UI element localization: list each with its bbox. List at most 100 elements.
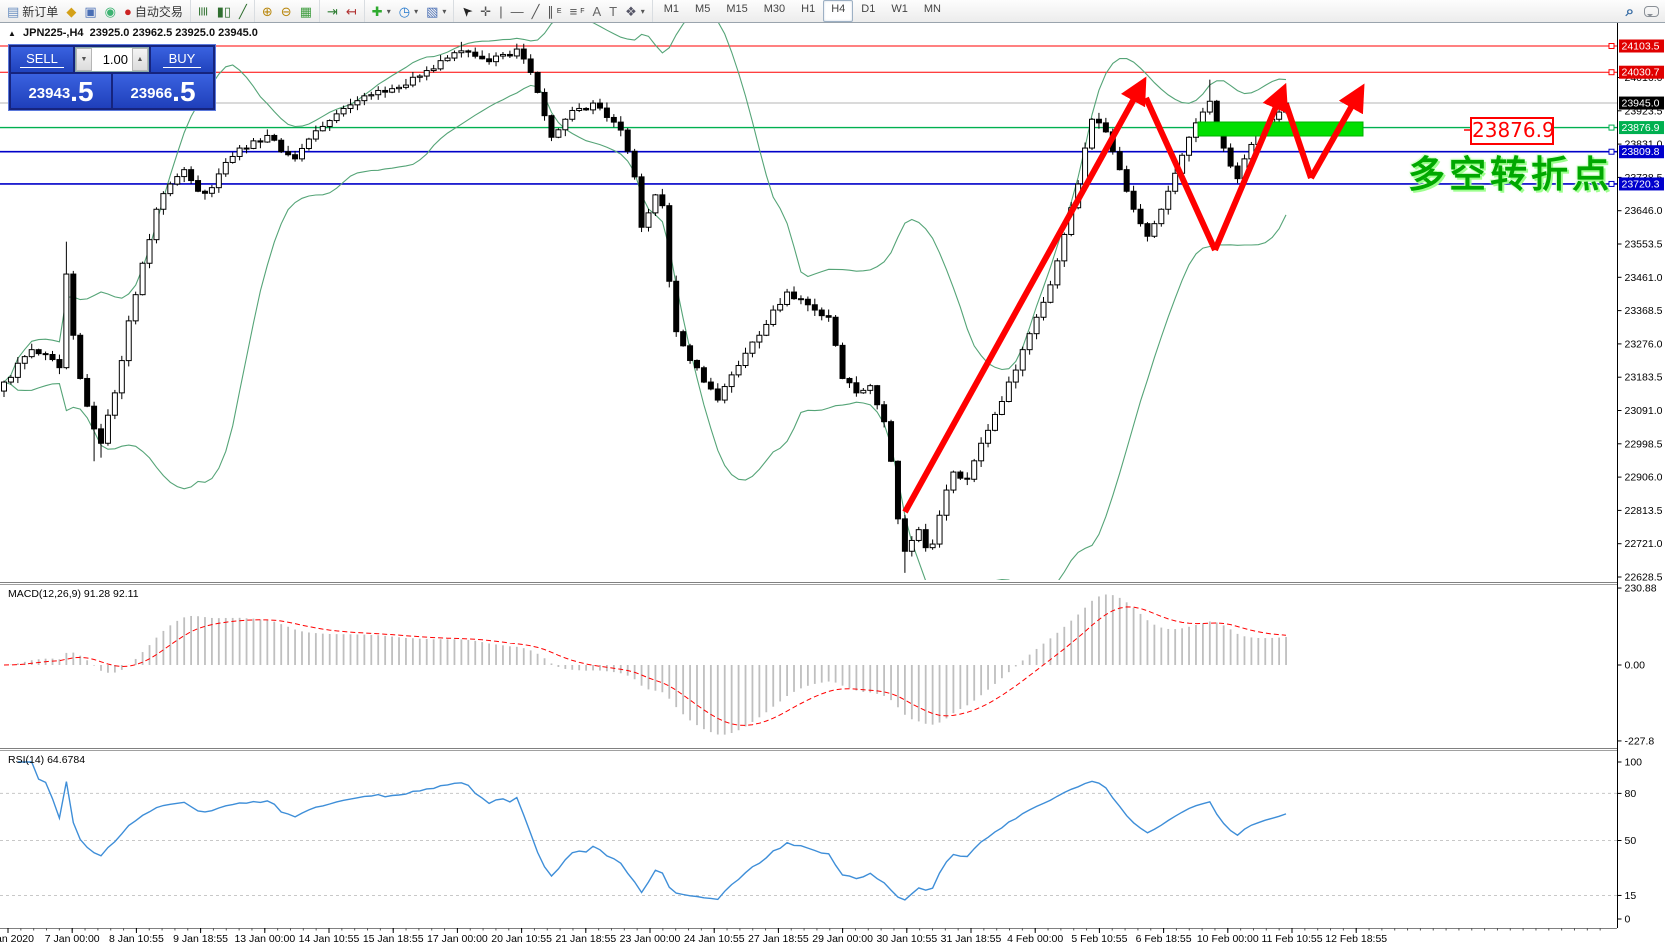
indicators-icon: ✚: [371, 3, 383, 19]
channel-tool[interactable]: ∥ E: [547, 3, 562, 19]
time-tick-label: 6 Feb 18:55: [1136, 933, 1192, 945]
text-icon: A: [592, 3, 602, 19]
time-tick-label: 24 Jan 10:55: [684, 933, 745, 945]
fibonacci-icon: ≡: [569, 3, 578, 19]
bar-chart-button[interactable]: ≣: [194, 1, 213, 21]
cursor-tool[interactable]: ➤: [457, 1, 476, 21]
macd-tick-label: 0.00: [1625, 660, 1646, 672]
time-tick-label: 30 Jan 10:55: [876, 933, 937, 945]
hline-handle[interactable]: [1608, 124, 1615, 131]
timeframe-m5[interactable]: M5: [695, 3, 711, 15]
volume-value[interactable]: 1.00: [102, 52, 128, 67]
chat-icon[interactable]: [1644, 5, 1659, 17]
trend-arrow[interactable]: [1308, 83, 1365, 180]
time-axis[interactable]: 3 Jan 2020 7 Jan 00:00 8 Jan 10:55 9 Jan 18…: [0, 928, 1601, 945]
rsi-pane[interactable]: [0, 761, 1617, 901]
timeframe-h4[interactable]: H4: [823, 0, 854, 22]
candlestick-chart-button[interactable]: ▮▯: [213, 1, 235, 21]
buy-button[interactable]: BUY: [151, 47, 213, 72]
label-tool[interactable]: T: [605, 1, 621, 21]
price-callout-box[interactable]: 23876.9: [1470, 117, 1555, 145]
new-order-button[interactable]: ▤ 新订单: [3, 1, 62, 21]
rsi-tick-label: 15: [1625, 890, 1637, 902]
timeframe-m1[interactable]: M1: [663, 3, 680, 15]
timeframe-h1[interactable]: H1: [801, 3, 816, 15]
main-chart-pane[interactable]: [0, 10, 1617, 605]
trend-arrow[interactable]: [1212, 82, 1289, 252]
text-tool[interactable]: A: [588, 1, 605, 21]
horizontal-line-tool[interactable]: —: [507, 1, 528, 21]
price-tick-label: 22998.5: [1625, 438, 1663, 450]
zoom-out-button[interactable]: ⊖: [277, 1, 296, 21]
tile-windows-icon: ▦: [299, 3, 312, 19]
chart-shift-button[interactable]: ↤: [342, 1, 361, 21]
vertical-line-tool[interactable]: |: [495, 1, 506, 21]
autotrading-button-label: 自动交易: [134, 4, 183, 19]
auto-scroll-button[interactable]: ⇥: [323, 1, 342, 21]
trend-arrow[interactable]: [1283, 103, 1314, 179]
zoom-in-button[interactable]: ⊕: [258, 1, 277, 21]
price-badge-label: 24030.7: [1622, 67, 1660, 79]
rsi-line: [17, 761, 1287, 901]
crosshair-tool[interactable]: ✛: [476, 1, 495, 21]
periods-menu[interactable]: ◷ ▾: [398, 3, 419, 19]
buy-price[interactable]: 23966.5: [113, 74, 213, 108]
timeframe-w1[interactable]: W1: [891, 3, 908, 15]
rsi-tick-label: 100: [1625, 757, 1643, 769]
support-zone-rectangle[interactable]: [1197, 121, 1364, 137]
timeframe-m15[interactable]: M15: [726, 3, 748, 15]
price-badge-label: 24103.5: [1622, 41, 1660, 53]
volume-decrease-button[interactable]: ▼: [76, 48, 92, 71]
autotrading-button[interactable]: ● 自动交易: [120, 1, 187, 21]
timeframe-d1[interactable]: D1: [861, 3, 876, 15]
candlestick-chart-icon: ▮▯: [216, 3, 232, 19]
time-tick-label: 8 Jan 10:55: [109, 933, 164, 945]
collapse-triangle-icon[interactable]: ▲: [8, 29, 16, 38]
indicators-menu[interactable]: ✚ ▾: [371, 3, 391, 19]
hline-handle[interactable]: [1608, 148, 1615, 155]
price-axis[interactable]: 24016.023923.523831.023738.523646.023553…: [1608, 39, 1664, 926]
tile-windows-button[interactable]: ▦: [296, 1, 316, 21]
trend-arrow[interactable]: [1143, 96, 1218, 252]
ohlc-values: 23925.0 23962.5 23925.0 23945.0: [89, 27, 258, 39]
zoom-out-icon: ⊖: [280, 3, 292, 19]
styler-button[interactable]: ◆: [62, 1, 80, 21]
search-icon[interactable]: ⌕: [1625, 2, 1634, 20]
fibonacci-tool[interactable]: ≡ F: [569, 3, 585, 19]
signals-icon: ◉: [104, 3, 116, 19]
hline-handle[interactable]: [1608, 180, 1615, 187]
price-badge-label: 23720.3: [1622, 178, 1660, 190]
chart-title: ▲ JPN225-,H4 23925.0 23962.5 23925.0 239…: [8, 27, 258, 39]
hline-handle[interactable]: [1608, 69, 1615, 76]
volume-field[interactable]: ▼ 1.00 ▲: [75, 47, 149, 72]
time-tick-label: 13 Jan 00:00: [234, 933, 295, 945]
trend-arrow[interactable]: [902, 76, 1147, 514]
trendline-tool[interactable]: ╱: [528, 1, 544, 21]
vertical-line-icon: |: [499, 3, 503, 19]
volume-increase-button[interactable]: ▲: [132, 48, 148, 71]
macd-pane[interactable]: [3, 594, 1287, 735]
sell-button[interactable]: SELL: [11, 47, 73, 72]
price-tick-label: 23553.5: [1625, 239, 1663, 251]
price-badge: [1619, 121, 1664, 135]
timeframe-mn[interactable]: MN: [923, 3, 941, 15]
sell-price[interactable]: 23943.5: [11, 74, 111, 108]
hline-handle[interactable]: [1608, 43, 1615, 50]
chart-shift-icon: ↤: [345, 3, 357, 19]
line-chart-button[interactable]: ╱: [235, 1, 251, 21]
time-tick-label: 21 Jan 18:55: [555, 933, 616, 945]
terminal-icon: ▣: [84, 3, 97, 19]
time-tick-label: 31 Jan 18:55: [941, 933, 1002, 945]
pivot-point-text[interactable]: 多空转折点: [1408, 154, 1613, 195]
timeframe-m30[interactable]: M30: [763, 3, 786, 15]
new-order-icon: ▤: [7, 3, 20, 19]
channel-icon: ∥: [547, 3, 554, 19]
time-tick-label: 9 Jan 18:55: [173, 933, 228, 945]
templates-menu[interactable]: ▧ ▾: [426, 3, 447, 19]
signals-button[interactable]: ◉: [101, 1, 120, 21]
shapes-menu[interactable]: ❖ ▾: [625, 3, 645, 19]
terminal-button[interactable]: ▣: [80, 1, 100, 21]
macd-histogram: [10, 594, 1287, 735]
macd-label: MACD(12,26,9) 91.28 92.11: [8, 588, 139, 600]
